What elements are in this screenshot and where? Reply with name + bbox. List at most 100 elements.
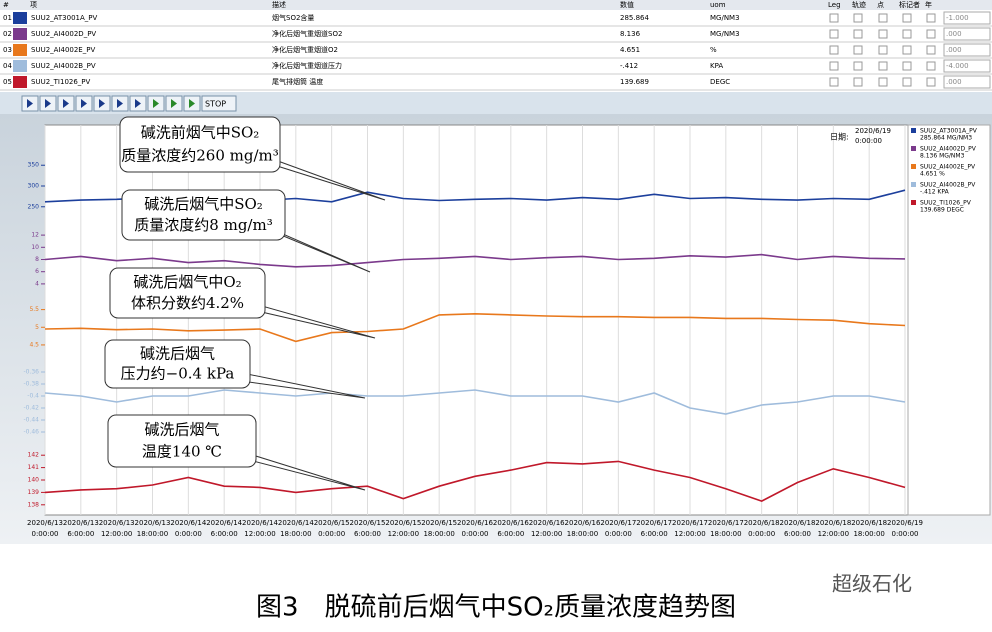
input-field[interactable] [943,75,991,89]
legend-name: SUU2_AI4002B_PV [920,182,976,189]
x-tick-time: 6:00:00 [497,530,524,538]
checkbox[interactable] [878,77,888,87]
watermark: 超级石化 [832,572,912,596]
button-icon [63,99,69,108]
column-header: # [3,1,9,9]
y-tick-label: 5 [35,324,39,331]
x-tick-date: 2020/6/18 [780,519,816,527]
stop-button[interactable] [201,95,237,112]
checkbox[interactable] [878,13,888,23]
toolbar-bg [0,92,992,114]
row-value: 139.689 [620,78,649,86]
legend-swatch [911,200,916,205]
checkbox[interactable] [926,61,936,71]
row-value: -.412 [620,62,638,70]
row-color [13,60,27,72]
x-tick-date: 2020/6/14 [242,519,278,527]
checkbox[interactable] [926,29,936,39]
row-uom: % [710,46,717,54]
x-tick-time: 18:00:00 [567,530,598,538]
callout-line: 质量浓度约8 mg/m³ [134,216,272,234]
column-header: 描述 [272,0,286,9]
x-tick-time: 6:00:00 [784,530,811,538]
y-tick-label: -0.44 [23,417,39,424]
row-index: 02 [3,30,12,38]
x-tick-time: 18:00:00 [280,530,311,538]
legend-box [907,124,991,516]
y-tick-label: -0.38 [23,381,39,388]
legend-name: SUU2_AT3001A_PV [920,128,978,135]
row-uom: MG/NM3 [710,14,740,22]
checkbox[interactable] [829,13,839,23]
button-icon [117,99,123,108]
y-tick-label: 300 [28,183,40,190]
checkbox[interactable] [853,45,863,55]
checkbox[interactable] [902,77,912,87]
input-field[interactable] [943,11,991,25]
callout-line: 温度140 ℃ [142,442,222,460]
row-uom: MG/NM3 [710,30,740,38]
x-tick-date: 2020/6/15 [385,519,421,527]
checkbox[interactable] [829,77,839,87]
checkbox[interactable] [878,45,888,55]
callout-box [107,414,257,468]
column-header: 点 [877,1,884,9]
callout-line: 质量浓度约260 mg/m³ [121,147,279,165]
callout-box [104,339,251,389]
row-color [13,12,27,24]
trend-line [44,253,906,268]
input-field[interactable] [943,59,991,73]
checkbox[interactable] [878,29,888,39]
checkbox[interactable] [829,45,839,55]
x-tick-time: 18:00:00 [423,530,454,538]
legend-value: 139.689 DEGC [920,207,964,214]
y-tick-label: 139 [28,489,40,496]
checkbox[interactable] [853,61,863,71]
checkbox[interactable] [926,13,936,23]
row-tag: SUU2_TI1026_PV [31,78,91,86]
checkbox[interactable] [878,61,888,71]
input-field[interactable] [943,43,991,57]
callout-box [121,189,286,241]
checkbox[interactable] [902,61,912,71]
y-tick-label: 140 [28,477,40,484]
x-tick-date: 2020/6/18 [744,519,780,527]
checkbox[interactable] [853,13,863,23]
button-icon [45,99,51,108]
stop-label: STOP [205,100,226,109]
row-tag: SUU2_AI4002E_PV [31,46,95,54]
x-tick-date: 2020/6/13 [27,519,63,527]
x-tick-date: 2020/6/14 [206,519,242,527]
callout-line: 碱洗后烟气 [144,421,219,439]
input-field[interactable] [943,27,991,41]
trend-line [44,389,906,415]
button-icon [135,99,141,108]
x-tick-date: 2020/6/16 [457,519,493,527]
x-tick-date: 2020/6/15 [421,519,457,527]
checkbox[interactable] [926,45,936,55]
y-tick-label: 12 [31,232,39,239]
header-row [0,0,992,10]
checkbox[interactable] [853,29,863,39]
x-tick-time: 12:00:00 [388,530,419,538]
y-tick-label: -0.42 [23,405,39,412]
row-field: .000 [946,46,962,54]
checkbox[interactable] [902,45,912,55]
checkbox[interactable] [829,61,839,71]
callout-line: 碱洗后烟气 [140,344,215,362]
legend-name: SUU2_AI4002D_PV [920,146,977,153]
row-field: .000 [946,78,962,86]
checkbox[interactable] [829,29,839,39]
legend-name: SUU2_AI4002E_PV [920,164,976,171]
callout-line: 压力约−0.4 kPa [121,365,235,383]
x-tick-time: 0:00:00 [32,530,59,538]
column-header: 项 [30,1,37,9]
checkbox[interactable] [902,29,912,39]
checkbox[interactable] [853,77,863,87]
y-tick-label: 138 [28,501,40,508]
checkbox[interactable] [902,13,912,23]
date-label: 日期: [830,133,849,142]
row-color [13,76,27,88]
checkbox[interactable] [926,77,936,87]
x-tick-time: 18:00:00 [137,530,168,538]
